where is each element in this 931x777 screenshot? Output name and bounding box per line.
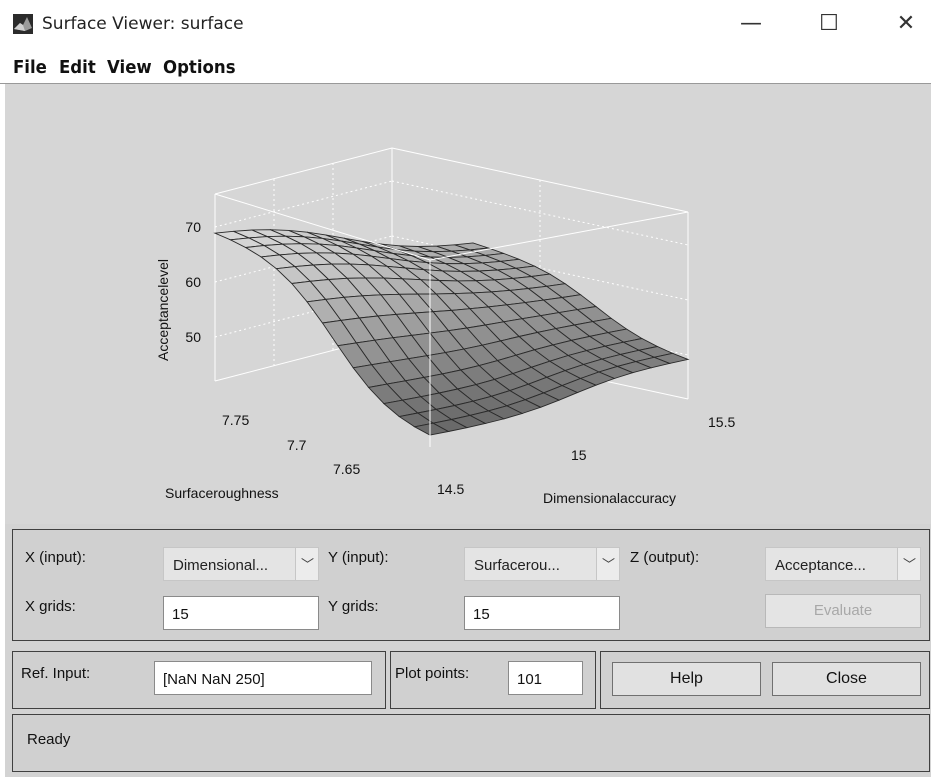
- y-input-label: Y (input):: [328, 549, 389, 566]
- x-input-label: X (input):: [25, 549, 86, 566]
- evaluate-button[interactable]: Evaluate: [765, 594, 921, 628]
- y-grids-field[interactable]: 15: [464, 596, 620, 630]
- surface-mesh: [213, 229, 690, 436]
- maximize-button[interactable]: ☐: [819, 11, 839, 36]
- x-grids-label: X grids:: [25, 598, 76, 615]
- close-button[interactable]: Close: [772, 662, 921, 696]
- chevron-down-icon: ﹀: [596, 548, 619, 580]
- y-tick-7-65: 7.65: [333, 461, 360, 477]
- window-title: Surface Viewer: surface: [42, 14, 244, 34]
- menu-file[interactable]: File: [13, 57, 47, 78]
- menu-view[interactable]: View: [107, 57, 152, 78]
- surface-patch: [413, 422, 450, 436]
- title-bar: Surface Viewer: surface — ☐ ✕: [0, 0, 931, 48]
- ref-input-label: Ref. Input:: [21, 665, 91, 682]
- x-tick-15: 15: [571, 447, 587, 463]
- x-axis-label: Dimensionalaccuracy: [543, 490, 676, 506]
- close-window-button[interactable]: ✕: [896, 11, 916, 36]
- surface-plot-area[interactable]: Acceptancelevel 50 60 70 7.75 7.7 7.65 S…: [5, 84, 931, 524]
- z-tick-60: 60: [185, 274, 201, 290]
- matlab-app-icon: [13, 14, 33, 34]
- minimize-button[interactable]: —: [740, 11, 762, 36]
- help-button[interactable]: Help: [612, 662, 761, 696]
- z-tick-70: 70: [185, 219, 201, 235]
- x-grids-field[interactable]: 15: [163, 596, 319, 630]
- x-tick-14-5: 14.5: [437, 481, 464, 497]
- x-tick-15-5: 15.5: [708, 414, 735, 430]
- z-output-value: Acceptance...: [775, 557, 866, 574]
- x-input-dropdown[interactable]: Dimensional... ﹀: [163, 547, 319, 581]
- status-panel: [12, 714, 930, 772]
- y-input-value: Surfacerou...: [474, 557, 560, 574]
- y-input-dropdown[interactable]: Surfacerou... ﹀: [464, 547, 620, 581]
- plot-points-field[interactable]: 101: [508, 661, 583, 695]
- z-axis-label: Acceptancelevel: [155, 259, 171, 361]
- y-tick-7-75: 7.75: [222, 412, 249, 428]
- menu-options[interactable]: Options: [163, 57, 236, 78]
- surface-plot[interactable]: Acceptancelevel 50 60 70 7.75 7.7 7.65 S…: [5, 84, 931, 524]
- y-tick-7-7: 7.7: [287, 437, 307, 453]
- plot-points-label: Plot points:: [395, 665, 470, 682]
- status-text: Ready: [27, 731, 71, 748]
- axes-box-front: [214, 193, 689, 447]
- menu-edit[interactable]: Edit: [59, 57, 96, 78]
- y-grids-label: Y grids:: [328, 598, 379, 615]
- ref-input-field[interactable]: [NaN NaN 250]: [154, 661, 372, 695]
- z-output-dropdown[interactable]: Acceptance... ﹀: [765, 547, 921, 581]
- chevron-down-icon: ﹀: [295, 548, 318, 580]
- x-input-value: Dimensional...: [173, 557, 269, 574]
- y-axis-label: Surfaceroughness: [165, 485, 279, 501]
- z-output-label: Z (output):: [630, 549, 700, 566]
- menu-divider: [0, 83, 931, 84]
- z-tick-50: 50: [185, 329, 201, 345]
- chevron-down-icon: ﹀: [897, 548, 920, 580]
- menu-bar: File Edit View Options: [0, 48, 931, 84]
